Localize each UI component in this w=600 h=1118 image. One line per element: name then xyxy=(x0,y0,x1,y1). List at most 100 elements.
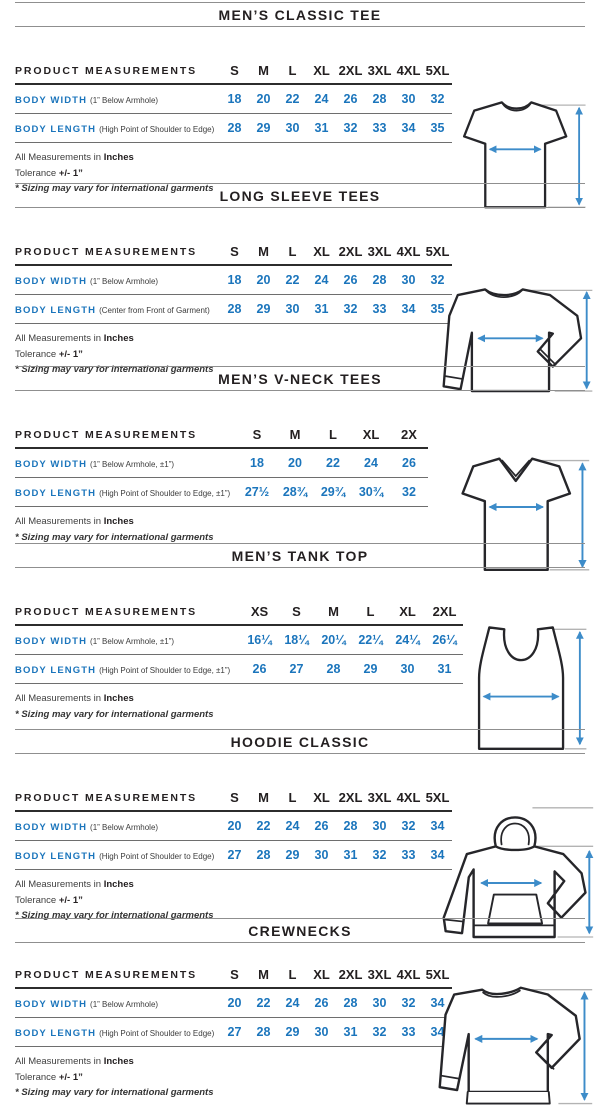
note-text: All Measurements in xyxy=(15,152,104,163)
size-column-header: M xyxy=(258,790,269,805)
table-header-row: PRODUCT MEASUREMENTS XS S M L XL 2XL xyxy=(15,604,463,625)
measurement-value: 22 xyxy=(285,92,300,106)
measurement-value: 35 xyxy=(430,302,445,316)
measurement-value: 18 xyxy=(227,273,242,287)
measurement-row: BODY LENGTH (High Point of Shoulder to Ed… xyxy=(15,1018,452,1047)
size-column-header: XL xyxy=(399,604,416,619)
measurement-value: 20 xyxy=(256,92,271,106)
measurement-value: 20¼ xyxy=(321,633,346,647)
measurement-value: 29 xyxy=(256,121,271,135)
classic-tee-illustration xyxy=(454,95,592,224)
note-text-bold: Inches xyxy=(103,879,134,890)
measurement-value: 33 xyxy=(401,1025,416,1039)
note-line: All Measurements in Inches xyxy=(15,516,600,527)
note-text-bold: Inches xyxy=(103,1056,134,1067)
measurement-value: 30 xyxy=(400,662,415,676)
long-sleeve-tee-icon xyxy=(442,288,593,393)
measurement-value: 31 xyxy=(314,121,329,135)
crewneck-illustration xyxy=(432,981,598,1118)
size-column-header: XL xyxy=(313,790,330,805)
measurement-row-label: BODY LENGTH (High Point of Shoulder to Ed… xyxy=(15,478,238,507)
measurement-value: 31 xyxy=(437,662,452,676)
measurement-value: 29 xyxy=(256,302,271,316)
note-text-italic: * Sizing may vary for international garm… xyxy=(15,1087,214,1098)
note-text: Tolerance xyxy=(15,167,59,179)
product-measurements-header: PRODUCT MEASUREMENTS xyxy=(15,64,198,77)
measurement-name: BODY WIDTH xyxy=(15,999,88,1010)
measurement-value: 20 xyxy=(288,456,302,470)
product-measurements-header: PRODUCT MEASUREMENTS xyxy=(15,968,198,981)
note-text: All Measurements in xyxy=(15,1056,104,1067)
measurement-value: 33 xyxy=(372,121,387,135)
size-chart-section: HOODIE CLASSIC PRODUCT MEASUREMENTS S M L X… xyxy=(0,729,600,939)
section-title: MEN’S TANK TOP xyxy=(231,547,369,564)
product-measurements-header: PRODUCT MEASUREMENTS xyxy=(15,428,198,441)
measurement-value: 30 xyxy=(314,848,329,862)
note-text-italic: * Sizing may vary for international garm… xyxy=(15,910,214,921)
measurement-note: (1” Below Armhole, ±1”) xyxy=(90,460,175,469)
measurement-value: 31 xyxy=(314,302,329,316)
measurement-row-label: BODY LENGTH (Center from Front of Garment… xyxy=(15,295,220,324)
measurement-row-label: BODY LENGTH (High Point of Shoulder to Ed… xyxy=(15,114,220,143)
measurement-value: 34 xyxy=(401,121,416,135)
note-text-bold: Inches xyxy=(103,516,134,527)
measurement-value: 28 xyxy=(343,996,358,1010)
measurements-table: PRODUCT MEASUREMENTS S M L XL 2X BODY WIDTH(… xyxy=(15,427,428,507)
measurement-value: 28 xyxy=(343,819,358,833)
measurement-value: 31 xyxy=(343,1025,358,1039)
note-text: All Measurements in xyxy=(15,693,104,704)
note-text-bold: +/- 1” xyxy=(58,1071,83,1083)
measurement-note: (High Point of Shoulder to Edge) xyxy=(99,852,215,861)
measurement-name: BODY WIDTH xyxy=(15,95,88,106)
note-line: * Sizing may vary for international garm… xyxy=(15,183,600,194)
measurement-value: 32 xyxy=(401,996,416,1010)
size-column-header: 2XL xyxy=(338,63,363,78)
size-column-header: 2XL xyxy=(338,790,363,805)
measurements-table: PRODUCT MEASUREMENTS S M L XL 2XL 3XL 4XL 5XL B… xyxy=(15,967,452,1047)
measurement-value: 24 xyxy=(314,273,329,287)
table-notes: All Measurements in Inches Tolerance +/- … xyxy=(15,333,600,375)
measurement-value: 32 xyxy=(430,92,445,106)
measurement-row-label: BODY WIDTH (1” Below Armhole) xyxy=(15,988,220,1018)
product-measurements-header: PRODUCT MEASUREMENTS xyxy=(15,605,198,618)
size-column-header: S xyxy=(230,63,239,78)
note-text: Tolerance xyxy=(15,348,59,360)
note-line: All Measurements in Inches xyxy=(15,879,600,890)
size-chart-section: LONG SLEEVE TEES PRODUCT MEASUREMENTS S M… xyxy=(0,183,600,393)
hoodie-icon xyxy=(442,807,594,939)
size-column-header: 3XL xyxy=(367,790,392,805)
measurement-row-label: BODY LENGTH (High Point of Shoulder to Ed… xyxy=(15,655,241,684)
note-text-bold: Inches xyxy=(103,693,134,704)
size-column-header: XL xyxy=(313,967,330,982)
size-column-header: 2X xyxy=(401,427,417,442)
measurement-value: 30 xyxy=(372,819,387,833)
measurement-value: 29 xyxy=(285,848,300,862)
measurement-name: BODY LENGTH xyxy=(15,124,97,135)
measurement-name: BODY LENGTH xyxy=(15,665,97,676)
measurement-value: 22 xyxy=(285,273,300,287)
measurement-value: 28¾ xyxy=(282,485,308,499)
measurement-value: 29 xyxy=(363,662,378,676)
measurement-value: 34 xyxy=(430,996,445,1010)
measurement-value: 22 xyxy=(326,456,340,470)
size-column-header: M xyxy=(258,244,269,259)
measurement-value: 28 xyxy=(372,273,387,287)
note-line: * Sizing may vary for international garm… xyxy=(15,532,600,543)
measurement-value: 30 xyxy=(401,92,416,106)
measurement-value: 28 xyxy=(227,121,242,135)
note-text-italic: * Sizing may vary for international garm… xyxy=(15,708,214,720)
tank-top-illustration xyxy=(452,620,592,765)
measurement-value: 18 xyxy=(250,456,264,470)
product-measurements-header: PRODUCT MEASUREMENTS xyxy=(15,245,198,258)
measurement-value: 20 xyxy=(227,819,242,833)
section-content: PRODUCT MEASUREMENTS S M L XL 2XL 3XL 4XL 5XL B… xyxy=(0,790,600,939)
size-column-header: 5XL xyxy=(425,790,450,805)
size-column-header: 3XL xyxy=(367,967,392,982)
measurement-row-label: BODY WIDTH (1” Below Armhole) xyxy=(15,811,220,841)
note-line: Tolerance +/- 1” xyxy=(15,349,600,360)
table-header-row: PRODUCT MEASUREMENTS S M L XL 2XL 3XL 4XL 5XL xyxy=(15,63,452,84)
measurement-value: 28 xyxy=(227,302,242,316)
measurement-value: 26 xyxy=(343,92,358,106)
measurement-value: 30 xyxy=(314,1025,329,1039)
measurement-name: BODY LENGTH xyxy=(15,1028,97,1039)
